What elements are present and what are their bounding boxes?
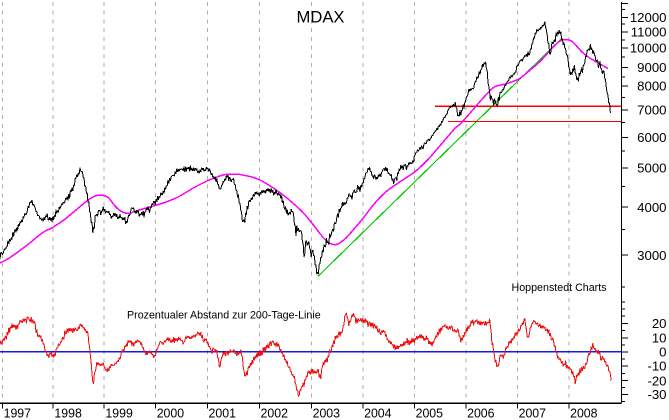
svg-text:2004: 2004: [364, 406, 391, 420]
svg-text:2008: 2008: [570, 406, 597, 420]
svg-text:11000: 11000: [631, 25, 667, 40]
svg-text:1999: 1999: [105, 406, 132, 420]
svg-text:1998: 1998: [54, 406, 81, 420]
svg-text:20: 20: [652, 316, 667, 331]
svg-text:6000: 6000: [637, 130, 666, 145]
svg-text:2005: 2005: [416, 406, 443, 420]
svg-text:-30: -30: [647, 387, 666, 402]
svg-text:10000: 10000: [630, 41, 667, 56]
svg-text:1997: 1997: [4, 406, 31, 420]
svg-text:2000: 2000: [157, 406, 184, 420]
svg-text:-20: -20: [647, 373, 666, 388]
svg-text:2007: 2007: [519, 406, 546, 420]
svg-text:7000: 7000: [637, 103, 666, 118]
svg-text:Hoppenstedt Charts: Hoppenstedt Charts: [512, 282, 607, 294]
svg-text:2003: 2003: [313, 406, 340, 420]
svg-text:MDAX: MDAX: [297, 7, 345, 26]
svg-text:10: 10: [652, 331, 667, 346]
svg-text:9000: 9000: [637, 60, 666, 75]
svg-text:3000: 3000: [637, 248, 666, 263]
svg-text:8000: 8000: [637, 79, 666, 94]
svg-text:0: 0: [659, 345, 666, 360]
svg-text:Prozentualer Abstand zur 200-T: Prozentualer Abstand zur 200-Tage-Linie: [127, 310, 321, 322]
svg-text:4000: 4000: [637, 200, 666, 215]
svg-text:2001: 2001: [209, 406, 236, 420]
svg-text:2002: 2002: [261, 406, 288, 420]
svg-text:12000: 12000: [630, 10, 667, 25]
svg-text:5000: 5000: [637, 160, 666, 175]
svg-text:2006: 2006: [467, 406, 494, 420]
svg-text:-10: -10: [647, 358, 666, 373]
